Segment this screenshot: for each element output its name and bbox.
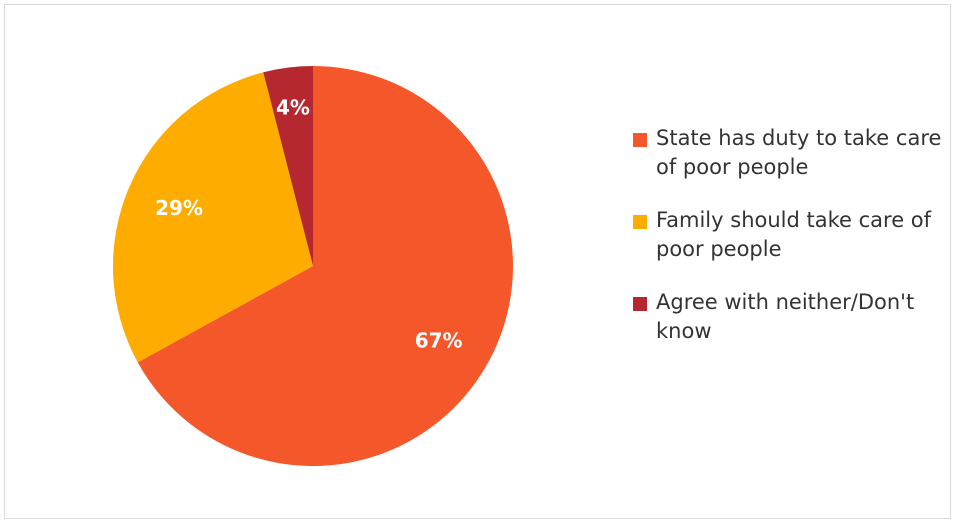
legend-item-state-duty: State has duty to take care of poor peop…: [633, 124, 953, 182]
legend-label-family-care: Family should take care of poor people: [656, 208, 932, 261]
legend-item-family-care: Family should take care of poor people: [633, 206, 953, 264]
legend-label-state-duty: State has duty to take care of poor peop…: [656, 126, 942, 179]
chart-legend: State has duty to take care of poor peop…: [633, 124, 953, 346]
legend-swatch-family-care: [633, 215, 647, 229]
pie-slices: [112, 66, 514, 466]
pie-data-labels: 67% 29% 4%: [155, 95, 463, 352]
pie-slice-neither-dont-know: [263, 66, 313, 266]
pie-slice-state-duty: [137, 66, 514, 466]
data-label-family-care: 29%: [155, 196, 203, 220]
legend-item-neither-dont-know: Agree with neither/Don't know: [633, 288, 953, 346]
legend-swatch-neither-dont-know: [633, 297, 647, 311]
legend-swatch-state-duty: [633, 133, 647, 147]
pie-slice-family-care: [112, 72, 313, 363]
data-label-neither-dont-know: 4%: [276, 95, 310, 119]
data-label-state-duty: 67%: [415, 328, 463, 352]
legend-label-neither-dont-know: Agree with neither/Don't know: [656, 290, 915, 343]
